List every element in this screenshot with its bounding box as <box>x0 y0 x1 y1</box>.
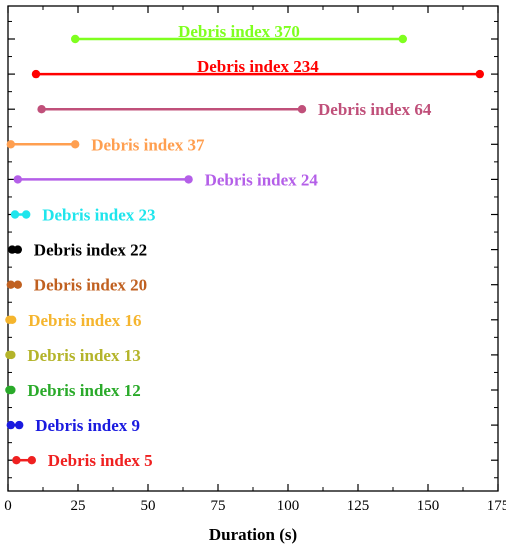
series-label: Debris index 234 <box>197 57 319 76</box>
series-debris-index-12: Debris index 12 <box>5 381 141 400</box>
end-point <box>71 140 80 149</box>
start-point <box>6 420 15 430</box>
series-debris-index-13: Debris index 13 <box>5 346 141 365</box>
series-debris-index-23: Debris index 23 <box>10 206 156 225</box>
start-point <box>12 456 21 465</box>
end-point <box>13 245 22 254</box>
series-label: Debris index 9 <box>35 416 140 435</box>
series-label: Debris index 24 <box>205 170 319 189</box>
series-debris-index-16: Debris index 16 <box>5 311 142 330</box>
series-label: Debris index 13 <box>27 346 140 365</box>
x-tick-label: 125 <box>347 498 370 514</box>
x-tick-label: 75 <box>211 498 226 514</box>
x-tick-label: 150 <box>417 498 440 514</box>
start-point <box>10 210 20 219</box>
series-debris-index-22: Debris index 22 <box>8 241 147 260</box>
start-point <box>37 105 46 114</box>
series-debris-index-9: Debris index 9 <box>6 416 140 435</box>
series-label: Debris index 16 <box>28 311 141 330</box>
end-point <box>27 456 36 465</box>
end-point <box>398 34 407 44</box>
end-point <box>7 385 16 395</box>
x-tick-label: 175 <box>487 498 506 514</box>
end-point <box>7 350 16 360</box>
series-label: Debris index 20 <box>34 276 147 295</box>
x-tick-label: 50 <box>141 498 156 514</box>
end-point <box>8 315 17 324</box>
start-point <box>6 280 15 289</box>
series-label: Debris index 5 <box>48 451 153 470</box>
x-axis: 0 25 50 75 100 125 150 175 <box>4 6 506 514</box>
series-label: Debris index 22 <box>34 241 147 260</box>
series-debris-index-370: Debris index 370 <box>71 22 407 44</box>
end-point <box>22 210 31 219</box>
x-tick-label: 25 <box>71 498 86 514</box>
start-point <box>13 175 22 184</box>
series-debris-index-24: Debris index 24 <box>13 170 319 189</box>
end-point <box>13 280 22 289</box>
x-tick-label: 100 <box>277 498 300 514</box>
series-debris-index-20: Debris index 20 <box>6 276 147 295</box>
end-point <box>184 175 193 184</box>
end-point <box>15 420 24 430</box>
series-label: Debris index 12 <box>27 381 140 400</box>
series-debris-index-5: Debris index 5 <box>12 451 153 470</box>
series-debris-index-37: Debris index 37 <box>6 135 205 154</box>
start-point <box>31 69 41 79</box>
series-layer: Debris index 370 Debris index 234 Debris i… <box>5 22 484 470</box>
start-point <box>71 34 80 44</box>
series-label: Debris index 23 <box>42 206 155 225</box>
series-debris-index-234: Debris index 234 <box>31 57 484 79</box>
end-point <box>475 69 484 79</box>
series-debris-index-64: Debris index 64 <box>37 100 432 119</box>
end-point <box>297 105 307 114</box>
x-tick-label: 0 <box>4 498 12 514</box>
series-label: Debris index 37 <box>91 135 205 154</box>
start-point <box>6 140 15 149</box>
x-axis-title: Duration (s) <box>209 525 297 544</box>
series-label: Debris index 370 <box>178 22 300 41</box>
series-label: Debris index 64 <box>318 100 432 119</box>
